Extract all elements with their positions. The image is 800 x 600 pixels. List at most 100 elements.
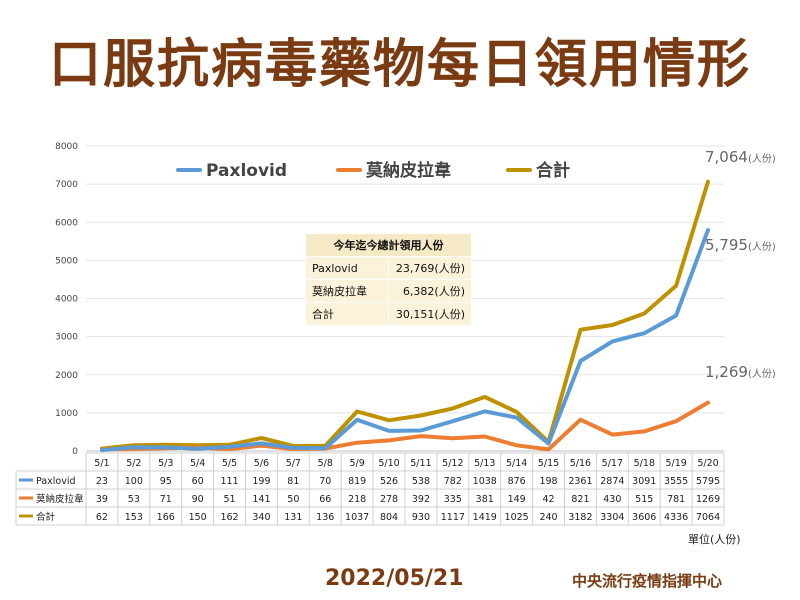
x-tick-label: 5/12	[442, 458, 463, 469]
end-label: 5,795(人份)	[705, 236, 776, 254]
x-tick-label: 5/1	[94, 458, 109, 469]
table-cell: 62	[96, 512, 108, 523]
y-tick-label: 3000	[55, 333, 78, 343]
table-cell: 162	[220, 512, 238, 523]
table-cell: 2874	[600, 476, 624, 487]
table-cell: 90	[192, 494, 204, 505]
table-cell: 111	[220, 476, 238, 487]
table-cell: 3182	[568, 512, 592, 523]
summary-value: 23,769(人份)	[388, 256, 472, 280]
series-line-0	[100, 228, 710, 453]
x-tick-label: 5/2	[126, 458, 141, 469]
unit-label: 單位(人份)	[688, 533, 741, 546]
table-cell: 4336	[664, 512, 688, 523]
x-tick-label: 5/7	[286, 458, 301, 469]
table-cell: 1117	[441, 512, 465, 523]
table-cell: 804	[380, 512, 398, 523]
table-cell: 100	[125, 476, 143, 487]
legend-label: Paxlovid	[206, 161, 287, 181]
y-tick-label: 1000	[55, 409, 78, 419]
table-cell: 53	[128, 494, 140, 505]
end-label-unit: (人份)	[748, 241, 776, 253]
table-cell: 70	[319, 476, 331, 487]
table-cell: 1025	[505, 512, 529, 523]
x-tick-label: 5/18	[634, 458, 655, 469]
table-cell: 1038	[473, 476, 497, 487]
table-cell: 819	[348, 476, 366, 487]
summary-value: 30,151(人份)	[388, 302, 472, 326]
table-cell: 81	[287, 476, 299, 487]
table-cell: 42	[543, 494, 555, 505]
x-tick-label: 5/19	[665, 458, 686, 469]
x-tick-label: 5/10	[378, 458, 399, 469]
table-cell: 3606	[632, 512, 656, 523]
table-cell: 153	[125, 512, 143, 523]
table-cell: 876	[508, 476, 526, 487]
x-tick-label: 5/11	[410, 458, 431, 469]
table-series-name: Paxlovid	[36, 476, 76, 487]
table-cell: 1037	[345, 512, 369, 523]
y-tick-label: 4000	[55, 295, 78, 305]
table-cell: 1269	[696, 494, 720, 505]
x-tick-label: 5/9	[350, 458, 365, 469]
x-tick-label: 5/8	[318, 458, 333, 469]
end-label: 1,269(人份)	[705, 363, 776, 381]
x-tick-label: 5/14	[506, 458, 527, 469]
legend-label: 合計	[536, 160, 570, 181]
table-cell: 821	[571, 494, 589, 505]
x-tick-label: 5/16	[570, 458, 591, 469]
end-label-value: 1,269	[705, 363, 748, 381]
y-axis-ticks: 0 1000 2000 3000 4000 5000 6000 7000 8000	[55, 142, 78, 457]
end-label: 7,064(人份)	[705, 148, 776, 166]
end-label-unit: (人份)	[748, 153, 776, 165]
summary-row: Paxlovid 23,769(人份)	[305, 256, 472, 280]
x-tick-label: 5/6	[254, 458, 269, 469]
table-cell: 51	[224, 494, 236, 505]
table-cell: 782	[444, 476, 462, 487]
table-cell: 141	[252, 494, 270, 505]
series-line-2	[100, 179, 710, 451]
table-cell: 340	[252, 512, 270, 523]
series-lines	[100, 179, 710, 453]
table-cell: 381	[476, 494, 494, 505]
legend: Paxlovid 莫納皮拉韋 合計	[176, 160, 570, 181]
table-cell: 240	[539, 512, 557, 523]
summary-label: Paxlovid	[305, 256, 389, 280]
table-cell: 60	[192, 476, 204, 487]
table-series-name: 合計	[36, 511, 56, 523]
page-title: 口服抗病毒藥物每日領用情形	[48, 35, 751, 95]
table-series-name: 莫納皮拉韋	[36, 493, 84, 505]
end-label-unit: (人份)	[748, 368, 776, 380]
x-tick-label: 5/17	[602, 458, 623, 469]
organization-label: 中央流行疫情指揮中心	[572, 572, 723, 590]
x-tick-label: 5/13	[474, 458, 495, 469]
x-tick-label: 5/20	[697, 458, 718, 469]
table-cell: 66	[319, 494, 331, 505]
summary-table: 今年迄今總計領用人份 Paxlovid 23,769(人份) 莫納皮拉韋 6,3…	[305, 233, 472, 326]
table-cell: 278	[380, 494, 398, 505]
summary-label: 合計	[305, 302, 389, 326]
x-tick-label: 5/15	[538, 458, 559, 469]
table-cell: 50	[287, 494, 299, 505]
table-cell: 1419	[473, 512, 497, 523]
legend-label: 莫納皮拉韋	[365, 160, 451, 181]
y-tick-label: 2000	[55, 371, 78, 381]
table-cell: 23	[96, 476, 108, 487]
table-cell: 131	[284, 512, 302, 523]
x-tick-label: 5/5	[222, 458, 237, 469]
table-cell: 95	[160, 476, 172, 487]
table-cell: 71	[160, 494, 172, 505]
summary-value: 6,382(人份)	[388, 279, 472, 303]
y-tick-label: 8000	[55, 142, 78, 152]
series-line-1	[100, 400, 710, 452]
y-tick-label: 7000	[55, 180, 78, 190]
table-cell: 149	[508, 494, 526, 505]
summary-header: 今年迄今總計領用人份	[305, 233, 472, 257]
end-label-value: 7,064	[705, 148, 748, 166]
table-cell: 150	[189, 512, 207, 523]
table-cell: 39	[96, 494, 108, 505]
table-cell: 335	[444, 494, 462, 505]
table-cell: 538	[412, 476, 430, 487]
end-labels: 5,795(人份)1,269(人份)7,064(人份)	[705, 148, 776, 381]
